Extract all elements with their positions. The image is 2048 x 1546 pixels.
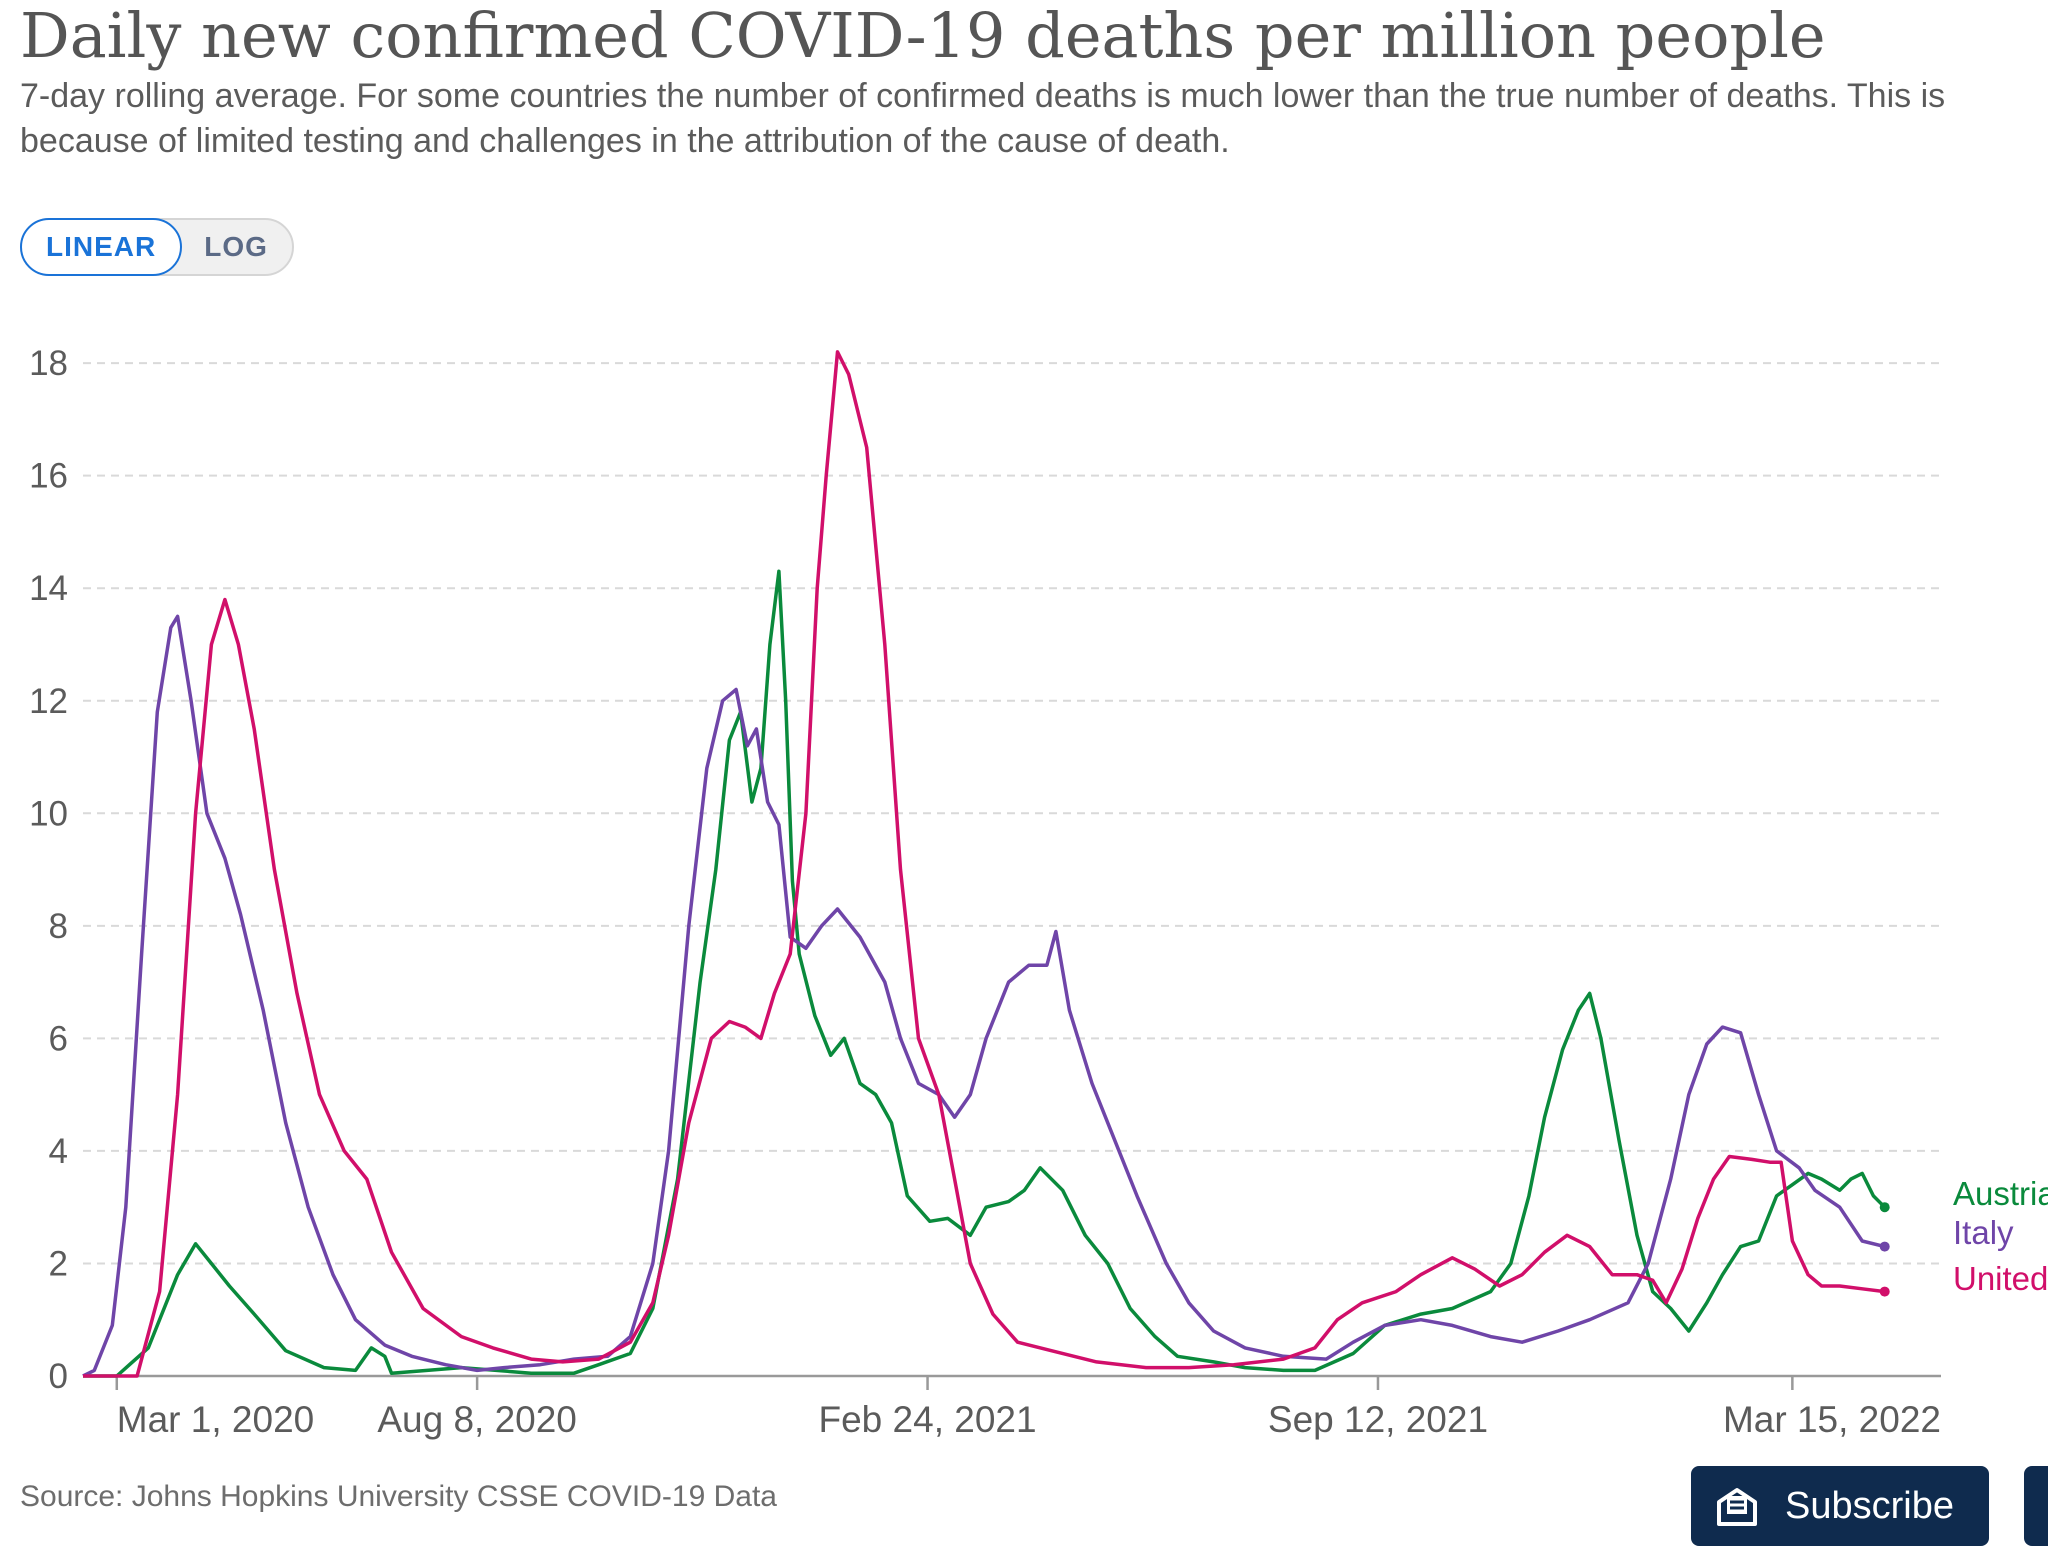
y-tick-label: 12 bbox=[29, 682, 68, 721]
x-tick-label: Aug 8, 2020 bbox=[377, 1399, 577, 1440]
linear-scale-button[interactable]: LINEAR bbox=[20, 218, 183, 276]
series-label: United bbox=[1953, 1260, 2048, 1297]
chart-title: Daily new confirmed COVID-19 deaths per … bbox=[20, 0, 1826, 72]
series-end-dot bbox=[1879, 1286, 1890, 1297]
y-tick-label: 16 bbox=[29, 457, 68, 496]
x-tick-label: Sep 12, 2021 bbox=[1268, 1399, 1488, 1440]
y-tick-label: 6 bbox=[49, 1019, 68, 1058]
x-tick-label: Mar 15, 2022 bbox=[1723, 1399, 1941, 1440]
side-button[interactable] bbox=[2024, 1466, 2048, 1546]
series-line-united-states[interactable] bbox=[83, 350, 1885, 1378]
x-tick-label: Mar 1, 2020 bbox=[117, 1399, 314, 1440]
y-tick-label: 10 bbox=[29, 794, 68, 833]
x-tick-label: Feb 24, 2021 bbox=[819, 1399, 1037, 1440]
series-line-austria[interactable] bbox=[83, 569, 1886, 1378]
series-label: Austria bbox=[1953, 1175, 2048, 1212]
y-tick-label: 8 bbox=[49, 907, 68, 946]
log-scale-button[interactable]: LOG bbox=[204, 231, 268, 262]
y-tick-label: 18 bbox=[29, 344, 68, 383]
line-chart: 0 2 4 6 8 10 12 14 16 18 Mar 1, 2020 Aug 8, 2020 Feb… bbox=[29, 344, 2048, 1440]
y-tick-label: 4 bbox=[49, 1132, 68, 1171]
series-line-italy[interactable] bbox=[82, 614, 1886, 1378]
y-tick-label: 14 bbox=[29, 569, 68, 608]
series-end-dot bbox=[1879, 1202, 1890, 1213]
y-tick-label: 2 bbox=[49, 1244, 68, 1283]
series-label: Italy bbox=[1953, 1214, 2014, 1251]
subscribe-label: Subscribe bbox=[1785, 1484, 1954, 1527]
y-tick-label: 0 bbox=[49, 1357, 68, 1396]
envelope-newsletter-icon bbox=[1717, 1488, 1757, 1526]
scale-toggle: LINEAR LOG bbox=[20, 218, 294, 276]
chart-subtitle: 7-day rolling average. For some countrie… bbox=[20, 77, 1946, 160]
series-end-dot bbox=[1879, 1241, 1890, 1252]
subscribe-button[interactable]: Subscribe bbox=[1691, 1466, 1989, 1546]
source-note: Source: Johns Hopkins University CSSE CO… bbox=[20, 1480, 777, 1513]
